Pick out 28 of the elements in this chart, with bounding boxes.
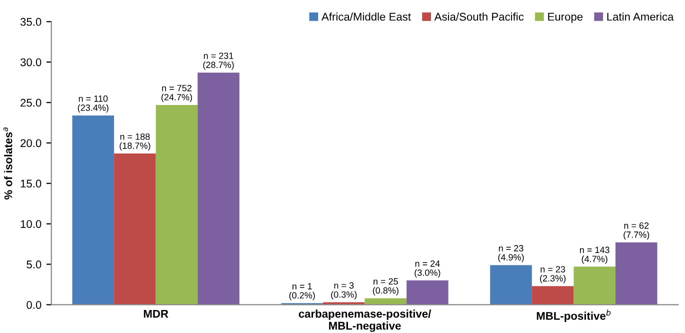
data-label: n = 188 (18.7%) [120, 133, 150, 151]
y-tick-label: 15.0 [20, 180, 42, 188]
data-label: n = 231 (28.7%) [203, 52, 234, 70]
data-label: n = 1 (0.2%) [289, 283, 315, 300]
y-tick-label: 10.0 [20, 220, 42, 228]
data-label: n = 110 (23.4%) [78, 95, 108, 113]
data-label: n = 143 (4.7%) [580, 246, 610, 264]
data-label: n = 23 (4.9%) [498, 245, 524, 262]
x-tick-label: MBL-positive$^{b}$ [536, 310, 611, 322]
y-tick-label: 30.0 [20, 58, 42, 66]
y-tick-label: 20.0 [20, 139, 42, 148]
data-label: n = 25 (0.8%) [372, 278, 398, 296]
data-label: n = 62 (7.7%) [624, 222, 650, 240]
x-tick-label: carbapenemase-positive/ MBL-negative [298, 310, 432, 332]
y-tick-label: 35.0 [20, 18, 42, 26]
data-label: n = 23 (2.3%) [540, 266, 566, 284]
legend-label: Latin America [607, 12, 674, 21]
data-label: n = 24 (3.0%) [414, 260, 440, 278]
y-axis-title: % of isolates$^{a}$ [4, 127, 12, 200]
legend-label: Europe [548, 12, 583, 23]
y-tick-label: 0.0 [26, 300, 42, 309]
y-tick-label: 5.0 [26, 260, 42, 268]
y-tick-label: 25.0 [20, 98, 42, 107]
data-label: n = 752 (24.7%) [161, 84, 192, 102]
legend-label: Asia/South Pacific [434, 12, 524, 21]
data-label: n = 3 (0.3%) [331, 282, 357, 300]
x-tick-label: MDR [144, 310, 168, 318]
legend-label: Africa/Middle East [322, 12, 411, 21]
